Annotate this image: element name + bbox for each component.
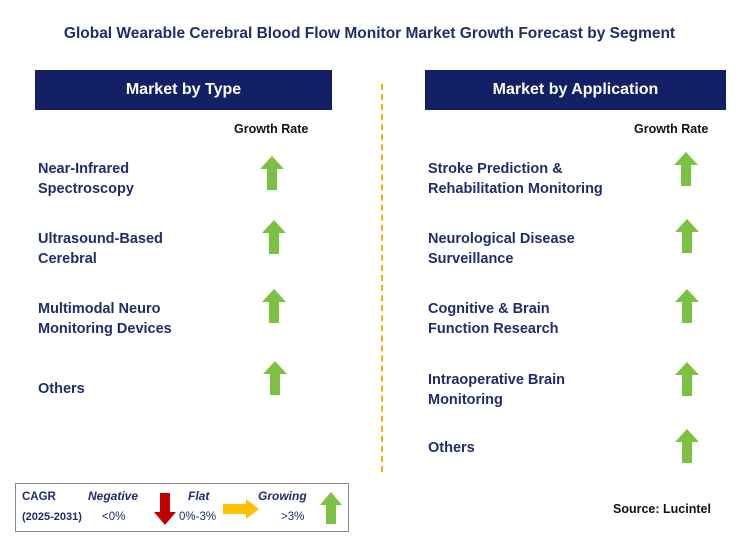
application-item-neurological: Neurological Disease Surveillance — [428, 231, 575, 267]
market-by-type-header: Market by Type — [35, 70, 332, 110]
market-by-application-header: Market by Application — [425, 70, 726, 110]
growing-arrow-icon — [262, 289, 286, 323]
growing-arrow-icon — [674, 152, 698, 186]
flat-arrow-icon — [223, 499, 259, 519]
legend-growing-label: Growing — [258, 489, 307, 503]
application-item-others: Others — [428, 440, 475, 456]
type-item-multimodal: Multimodal Neuro Monitoring Devices — [38, 301, 172, 337]
source-label: Source: Lucintel — [613, 502, 711, 516]
growth-rate-label-type: Growth Rate — [234, 122, 309, 136]
growing-arrow-icon — [675, 219, 699, 253]
legend-period: (2025-2031) — [22, 511, 82, 523]
panel-divider — [381, 84, 383, 472]
growing-arrow-icon — [262, 220, 286, 254]
legend-growing-range: >3% — [281, 511, 305, 523]
application-item-stroke: Stroke Prediction & Rehabilitation Monit… — [428, 161, 603, 197]
legend-negative-label: Negative — [88, 489, 139, 503]
type-item-others: Others — [38, 381, 85, 397]
growing-arrow-icon — [320, 492, 342, 524]
type-item-near-infrared: Near-Infrared Spectroscopy — [38, 161, 134, 197]
growing-arrow-icon — [675, 429, 699, 463]
chart-title: Global Wearable Cerebral Blood Flow Moni… — [63, 25, 676, 42]
growing-arrow-icon — [675, 289, 699, 323]
cagr-legend: CAGR (2025-2031) Negative <0% Flat 0%-3%… — [15, 483, 349, 532]
negative-arrow-icon — [154, 493, 176, 525]
application-item-cognitive: Cognitive & Brain Function Research — [428, 301, 559, 337]
legend-flat-range: 0%-3% — [179, 511, 217, 523]
legend-cagr-label: CAGR — [22, 491, 56, 503]
type-item-ultrasound: Ultrasound-Based Cerebral — [38, 231, 163, 267]
application-item-intraoperative: Intraoperative Brain Monitoring — [428, 372, 565, 408]
growing-arrow-icon — [263, 361, 287, 395]
growth-rate-label-application: Growth Rate — [634, 122, 709, 136]
legend-negative-range: <0% — [102, 511, 126, 523]
growing-arrow-icon — [260, 156, 284, 190]
legend-flat-label: Flat — [188, 489, 210, 503]
growing-arrow-icon — [675, 362, 699, 396]
